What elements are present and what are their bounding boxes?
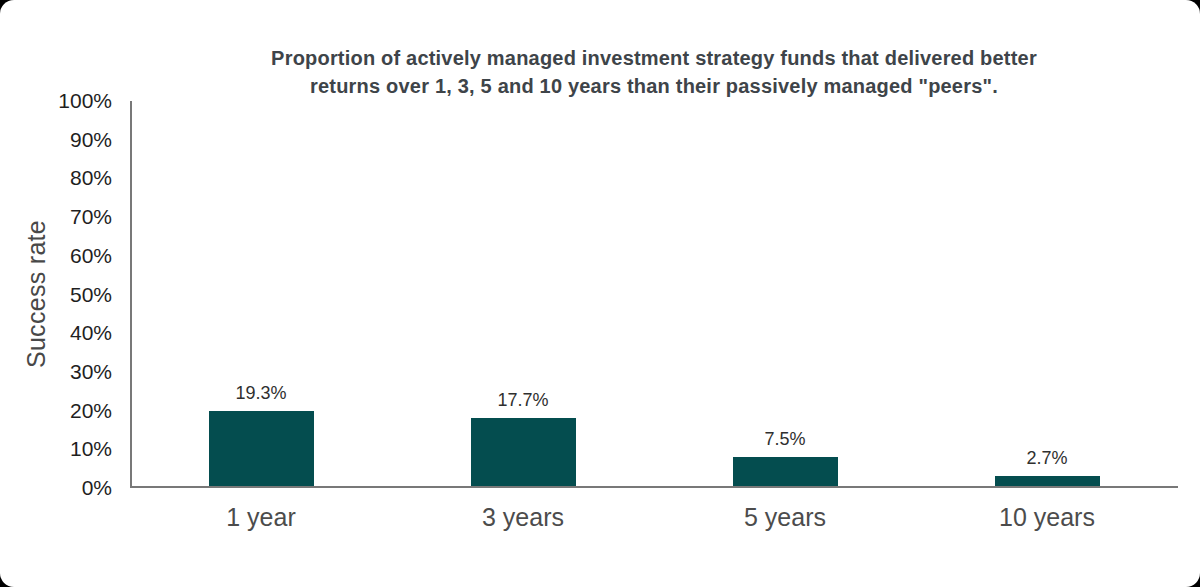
y-tick-label-40: 40% bbox=[0, 320, 112, 346]
y-tick-label-30: 30% bbox=[0, 359, 112, 385]
bar-value-label-3-years: 17.7% bbox=[463, 390, 583, 410]
plot-area: 0%10%20%30%40%50%60%70%80%90%100% 19.3%1… bbox=[130, 101, 1178, 488]
y-axis-line bbox=[130, 101, 132, 488]
chart-title-line-2: returns over 1, 3, 5 and 10 years than t… bbox=[130, 72, 1178, 100]
y-tick-label-100: 100% bbox=[0, 88, 112, 114]
y-tick-label-20: 20% bbox=[0, 398, 112, 424]
y-tick-label-10: 10% bbox=[0, 436, 112, 462]
x-category-label-1-year: 1 year bbox=[156, 504, 366, 530]
chart-title-line-1: Proportion of actively managed investmen… bbox=[130, 44, 1178, 72]
bar-3-years bbox=[471, 418, 576, 486]
y-tick-label-50: 50% bbox=[0, 282, 112, 308]
bar-value-label-1-year: 19.3% bbox=[201, 383, 321, 403]
bar-value-label-10-years: 2.7% bbox=[987, 448, 1107, 468]
chart-card: Proportion of actively managed investmen… bbox=[0, 0, 1200, 587]
y-tick-label-60: 60% bbox=[0, 243, 112, 269]
bar-10-years bbox=[995, 476, 1100, 486]
x-axis-line bbox=[130, 486, 1178, 488]
chart-title: Proportion of actively managed investmen… bbox=[130, 44, 1178, 100]
x-category-label-5-years: 5 years bbox=[680, 504, 890, 530]
x-category-label-10-years: 10 years bbox=[942, 504, 1152, 530]
y-tick-label-0: 0% bbox=[0, 475, 112, 501]
y-tick-label-70: 70% bbox=[0, 204, 112, 230]
bar-1-year bbox=[209, 411, 314, 486]
bar-5-years bbox=[733, 457, 838, 486]
y-tick-label-80: 80% bbox=[0, 165, 112, 191]
y-tick-label-90: 90% bbox=[0, 127, 112, 153]
bar-value-label-5-years: 7.5% bbox=[725, 429, 845, 449]
x-category-label-3-years: 3 years bbox=[418, 504, 628, 530]
